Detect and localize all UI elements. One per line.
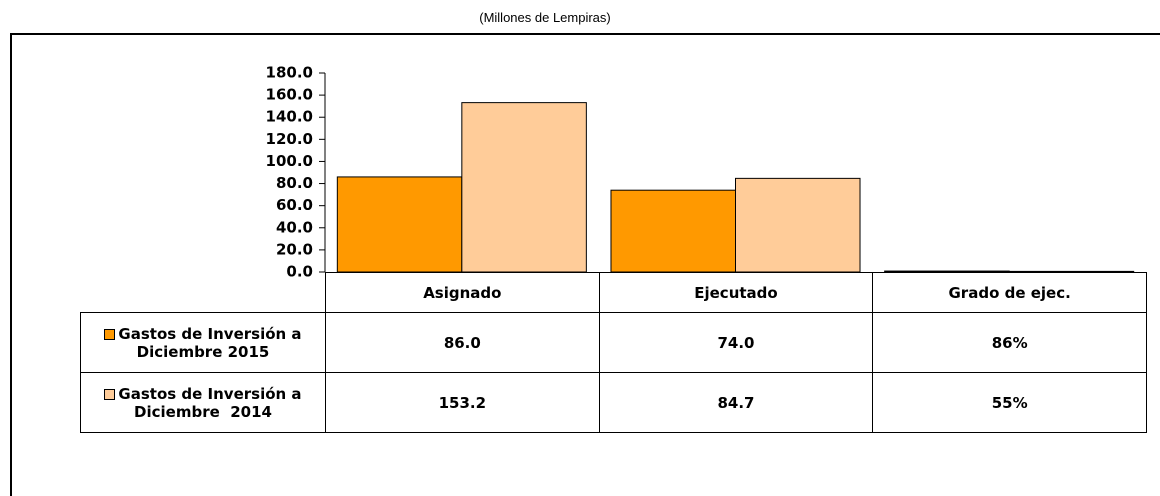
y-tick-label: 0.0 — [286, 263, 313, 281]
legend-entry: Gastos de Inversión a Diciembre 2015 — [80, 312, 326, 373]
y-tick-label: 160.0 — [266, 86, 313, 104]
legend-swatch — [104, 328, 116, 340]
category-header: Ejecutado — [598, 272, 874, 313]
y-tick-label: 80.0 — [276, 174, 313, 192]
value-label: 86.0 — [325, 312, 600, 373]
bar — [336, 176, 463, 273]
y-tick-label: 140.0 — [266, 108, 313, 126]
chart-frame — [10, 33, 1160, 496]
legend-swatch — [104, 388, 116, 400]
y-tick-label: 180.0 — [266, 64, 313, 82]
bar — [610, 189, 737, 273]
value-label: 55% — [872, 372, 1147, 433]
legend-label: Gastos de Inversión a Diciembre 2015 — [118, 324, 307, 361]
y-tick-label: 120.0 — [266, 130, 313, 148]
bar — [735, 177, 861, 273]
legend-item: Gastos de Inversión a Diciembre 2014 — [85, 385, 321, 421]
y-tick-label: 60.0 — [276, 196, 313, 214]
value-label: 86% — [872, 312, 1147, 373]
legend-entry: Gastos de Inversión a Diciembre 2014 — [80, 372, 326, 433]
category-header: Grado de ejec. — [872, 272, 1147, 313]
value-label: 74.0 — [598, 312, 874, 373]
value-label: 153.2 — [325, 372, 600, 433]
category-header: Asignado — [325, 272, 600, 313]
bar — [461, 102, 587, 273]
chart-subtitle: (Millones de Lempiras) — [479, 10, 611, 25]
bar — [1008, 270, 1135, 273]
legend-label: Gastos de Inversión a Diciembre 2014 — [118, 384, 307, 421]
legend-item: Gastos de Inversión a Diciembre 2015 — [85, 325, 321, 361]
y-tick-label: 40.0 — [276, 218, 313, 236]
value-label: 84.7 — [598, 372, 874, 433]
y-tick-label: 20.0 — [276, 240, 313, 258]
y-tick-label: 100.0 — [266, 152, 313, 170]
